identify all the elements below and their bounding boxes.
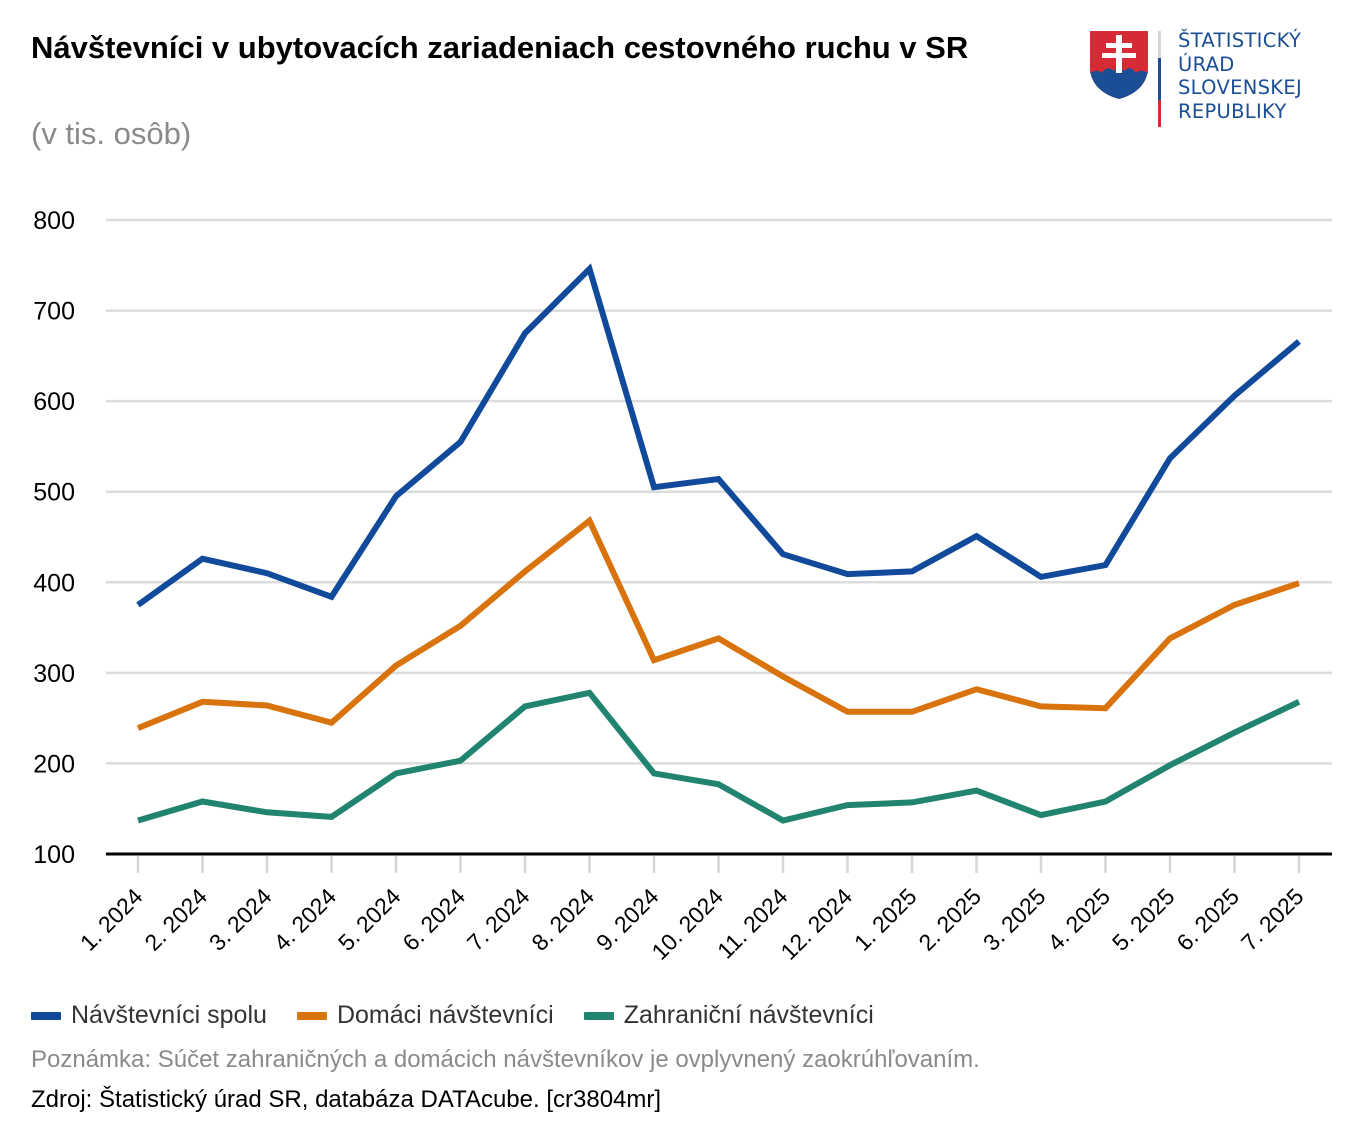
series-lines: [136, 263, 1301, 824]
x-tick-label: 6. 2025: [1171, 883, 1244, 956]
logo-line: ÚRAD: [1178, 52, 1235, 76]
legend-label: Zahraniční návštevníci: [623, 1001, 874, 1029]
logo-line: ŠTATISTICKÝ: [1178, 29, 1302, 52]
legend-item-domestic[interactable]: Domáci návštevníci: [296, 1001, 554, 1030]
logo-line: SLOVENSKEJ: [1178, 76, 1303, 99]
y-tick-label: 600: [33, 388, 75, 416]
x-tick-label: 4. 2024: [268, 883, 341, 956]
series-line: [137, 689, 1301, 824]
x-tick-label: 2. 2025: [913, 883, 986, 956]
source-note: Zdroj: Štatistický úrad SR, databáza DAT…: [31, 1086, 662, 1113]
legend-swatch: [583, 1011, 614, 1020]
x-tick-label: 3. 2024: [204, 883, 277, 956]
x-tick-label: 4. 2025: [1042, 883, 1115, 956]
y-tick-label: 400: [33, 569, 75, 597]
y-tick-label: 500: [33, 479, 75, 507]
y-axis-ticks: 100 200 300 400 500 600 700 800: [33, 207, 75, 869]
x-tick-label: 6. 2024: [397, 883, 470, 956]
footnote: Poznámka: Súčet zahraničných a domácich …: [31, 1046, 980, 1073]
logo-text: ŠTATISTICKÝ ÚRAD SLOVENSKEJ REPUBLIKY: [1178, 29, 1302, 123]
legend-label: Návštevníci spolu: [71, 1001, 267, 1029]
x-tick-label: 1. 2024: [75, 883, 148, 956]
gridlines: [106, 218, 1332, 765]
x-tick-label: 12. 2024: [775, 883, 857, 965]
chart-subtitle: (v tis. osôb): [31, 116, 192, 151]
x-tick-label: 5. 2024: [333, 883, 406, 956]
slovak-coat-of-arms-icon: [1090, 31, 1148, 99]
y-tick-label: 700: [33, 298, 75, 326]
x-tick-label: 1. 2025: [849, 883, 922, 956]
y-tick-label: 200: [33, 750, 75, 778]
x-tick-label: 5. 2025: [1107, 883, 1180, 956]
x-tick-label: 7. 2024: [462, 883, 535, 956]
legend: Návštevníci spolu Domáci návštevníci Zah…: [31, 1001, 904, 1030]
y-tick-label: 300: [33, 660, 75, 688]
logo-line: REPUBLIKY: [1178, 99, 1287, 123]
x-tick-label: 3. 2025: [978, 883, 1051, 956]
x-tick-label: 8. 2024: [526, 883, 599, 956]
x-tick-label: 10. 2024: [646, 883, 728, 965]
legend-swatch: [31, 1011, 61, 1020]
legend-swatch: [296, 1011, 327, 1020]
legend-item-total[interactable]: Návštevníci spolu: [31, 1001, 267, 1030]
series-line: [136, 515, 1300, 731]
x-tick-label: 2. 2024: [139, 883, 212, 956]
y-tick-label: 800: [33, 207, 75, 235]
y-tick-label: 100: [33, 841, 75, 869]
legend-item-foreign[interactable]: Zahraniční návštevníci: [583, 1001, 874, 1030]
x-tick-label: 7. 2025: [1236, 883, 1309, 956]
logo: ŠTATISTICKÝ ÚRAD SLOVENSKEJ REPUBLIKY: [1088, 29, 1328, 129]
chart-title: Návštevníci v ubytovacích zariadeniach c…: [31, 30, 969, 65]
legend-label: Domáci návštevníci: [336, 1001, 554, 1029]
logo-divider: [1158, 31, 1161, 127]
series-line: [136, 263, 1301, 608]
